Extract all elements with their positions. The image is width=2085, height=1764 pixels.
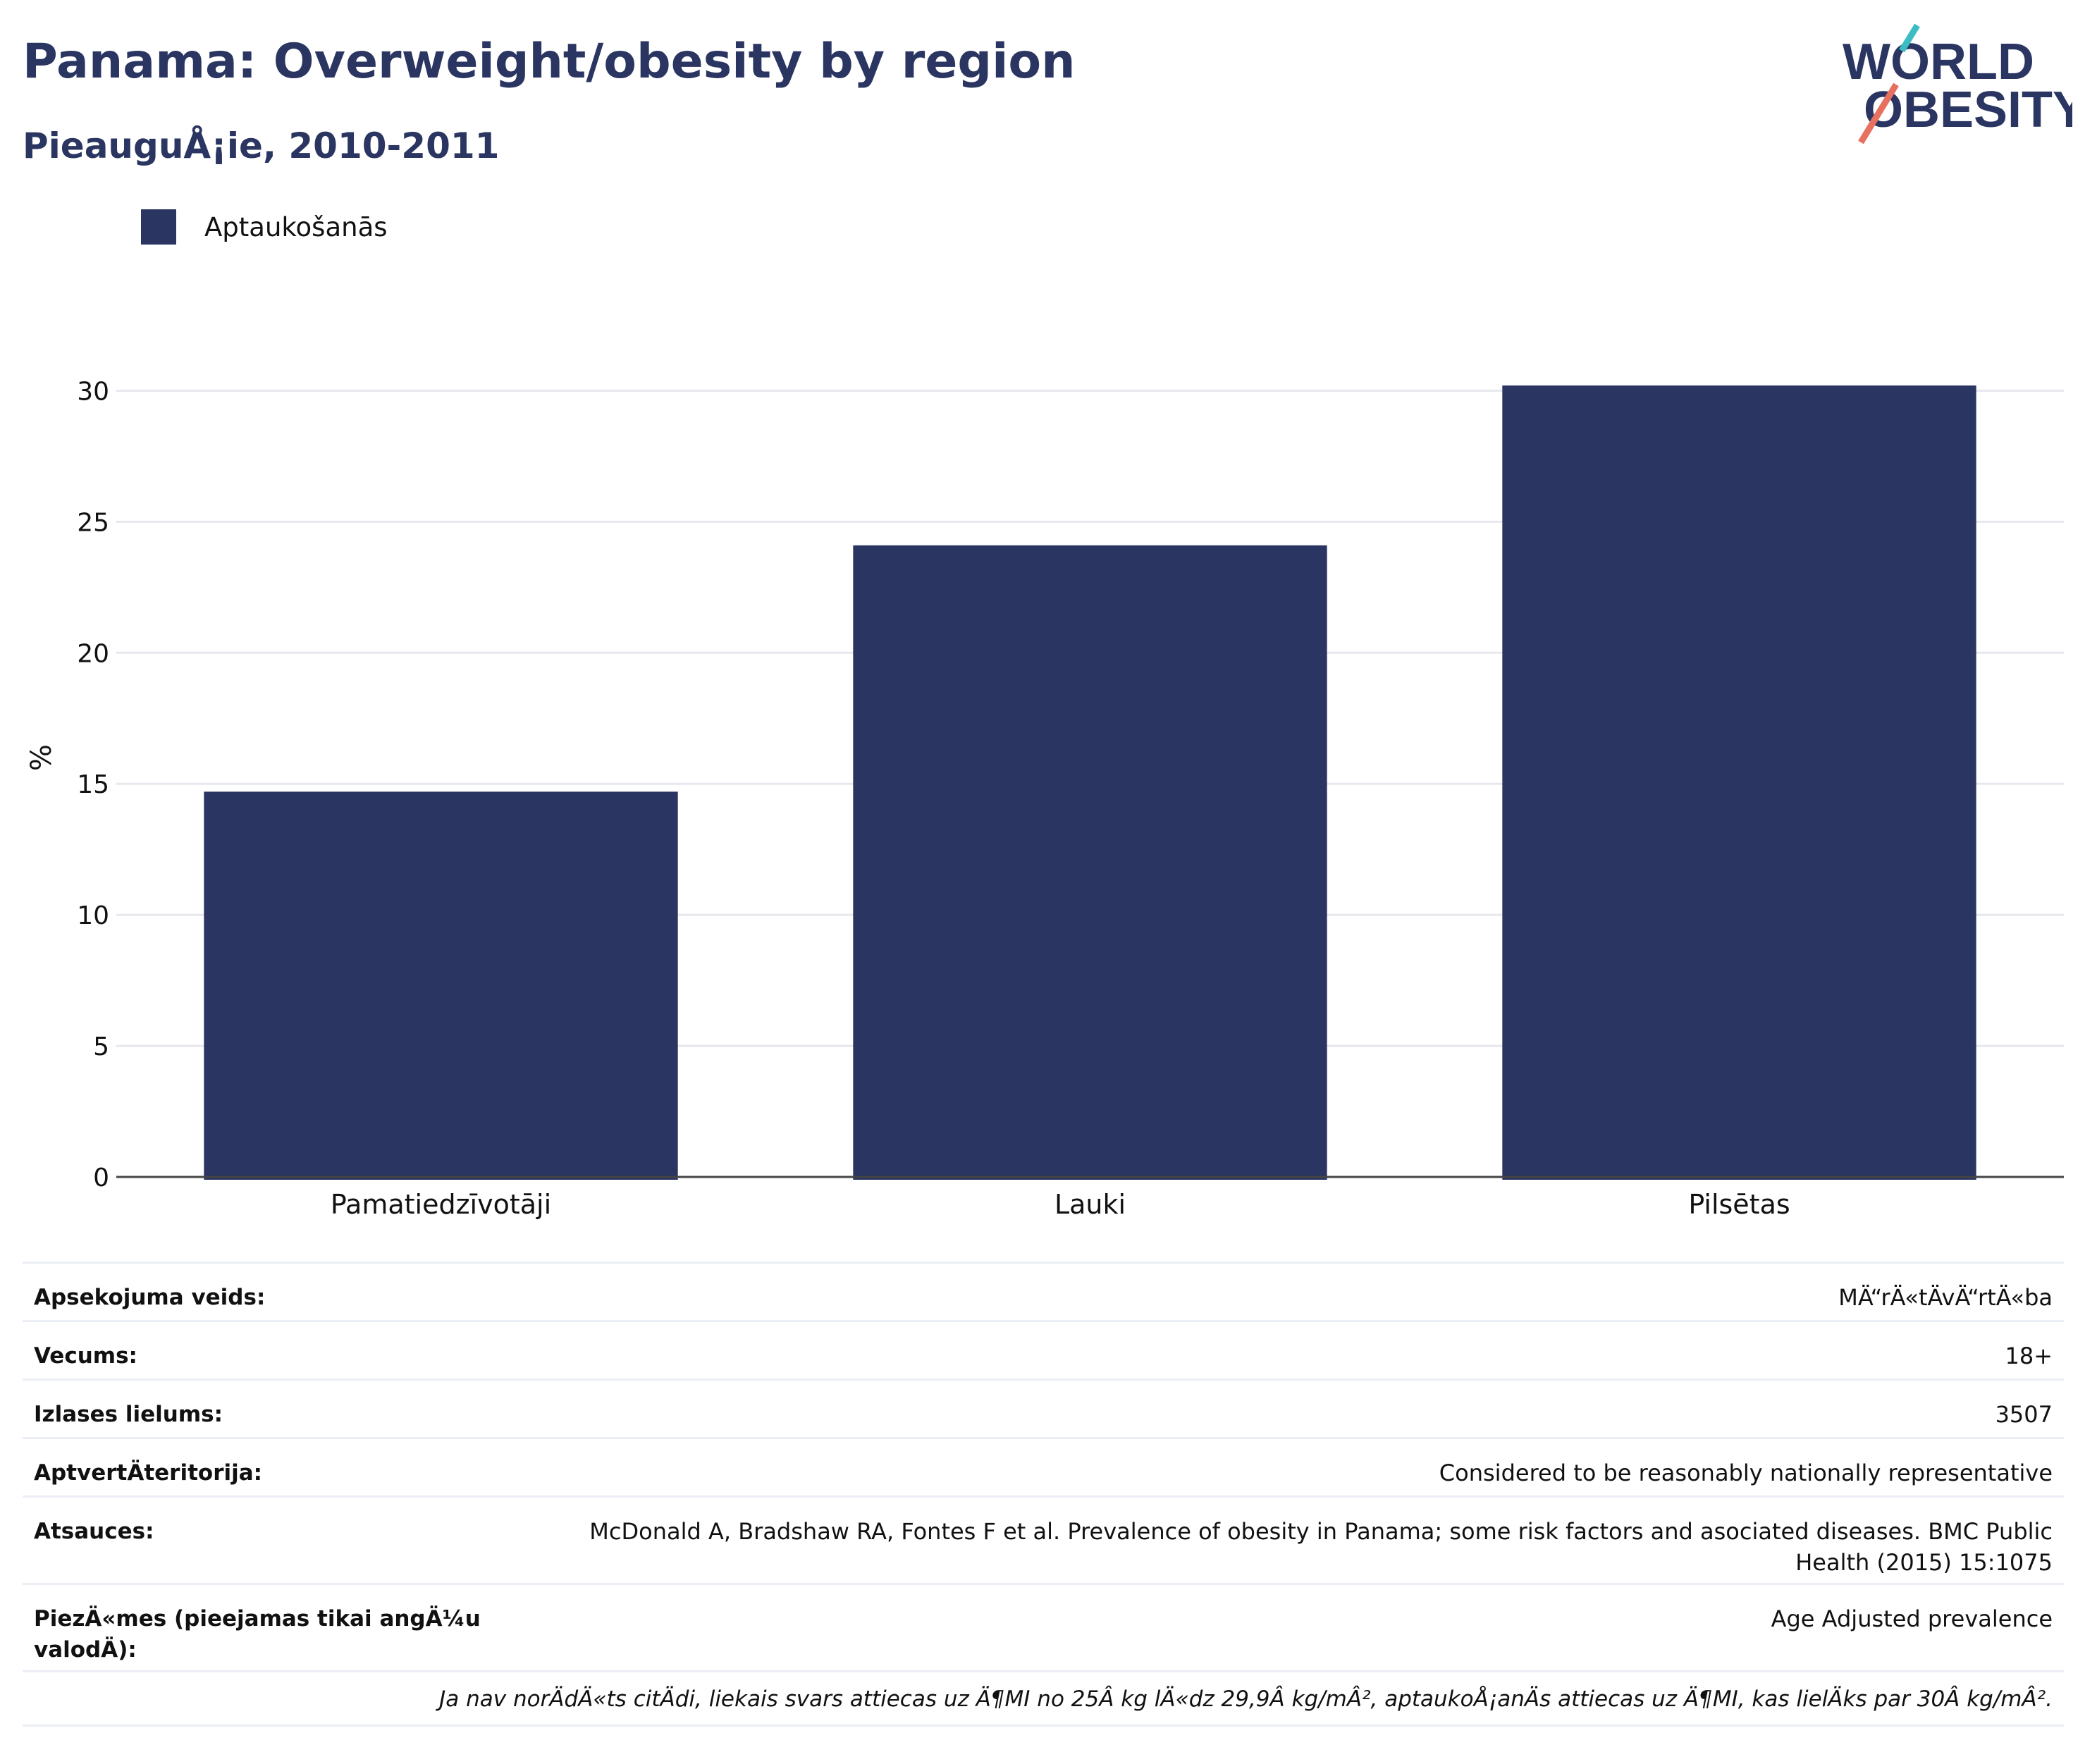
info-label: Vecums: [34, 1343, 137, 1369]
info-label: Atsauces: [34, 1519, 154, 1544]
info-row-notes: PiezÄ«mes (pieejamas tikai angÄ¼u valodÄ… [23, 1583, 2064, 1670]
logo-slash-bottom [1858, 82, 1899, 144]
info-row-coverage: AptvertÄteritorija: Considered to be rea… [23, 1437, 2064, 1495]
info-value: Considered to be reasonably nationally r… [1439, 1460, 2053, 1486]
x-tick-label: Lauki [1054, 1189, 1126, 1220]
y-tick-label: 30 [77, 377, 109, 406]
info-row-survey-type: Apsekojuma veids: MÄ“rÄ«tÄvÄ“rtÄ«ba [23, 1262, 2064, 1320]
y-tick-label: 5 [93, 1032, 109, 1061]
logo-line2: OBESITY [1864, 82, 2072, 138]
info-value: Age Adjusted prevalence [1771, 1605, 2053, 1632]
info-label: Apsekojuma veids: [34, 1285, 266, 1310]
y-tick-label: 15 [77, 770, 109, 799]
bar [204, 791, 678, 1180]
info-row-age: Vecums: 18+ [23, 1320, 2064, 1378]
x-tick-label: Pamatiedzīvotāji [331, 1189, 551, 1220]
world-obesity-logo: WORLD OBESITY [1843, 23, 2072, 144]
y-tick-label: 0 [93, 1164, 109, 1192]
info-label: PiezÄ«mes (pieejamas tikai angÄ¼u valodÄ… [34, 1606, 481, 1663]
definition-note: Ja nav norÄdÄ«ts citÄdi, liekais svars a… [23, 1670, 2064, 1727]
y-tick-label: 25 [77, 508, 109, 537]
legend-swatch [141, 209, 176, 245]
legend-label: Aptaukošanās [204, 211, 388, 242]
info-row-references: Atsauces: McDonald A, Bradshaw RA, Fonte… [23, 1495, 2064, 1583]
info-value: 3507 [1995, 1401, 2053, 1428]
info-value: 18+ [2005, 1343, 2053, 1369]
info-value: McDonald A, Bradshaw RA, Fontes F et al.… [589, 1518, 2053, 1576]
logo-line1: WORLD [1843, 34, 2034, 90]
x-tick-label: Pilsētas [1688, 1189, 1790, 1220]
logo-slash-top [1899, 23, 1920, 53]
info-label: Izlases lielums: [34, 1402, 223, 1427]
y-tick-label: 10 [77, 901, 109, 930]
bar-chart: 0 5 10 15 20 25 30 Pamatiedzīvotāji Lauki Pilsēta… [25, 377, 2064, 1220]
info-label: AptvertÄteritorija: [34, 1460, 263, 1486]
y-axis-label: % [25, 744, 58, 771]
chart-legend[interactable]: Aptaukošanās [141, 209, 388, 245]
survey-info-table: Apsekojuma veids: MÄ“rÄ«tÄvÄ“rtÄ«ba Vecu… [23, 1262, 2064, 1727]
y-tick-label: 20 [77, 639, 109, 668]
info-value: MÄ“rÄ«tÄvÄ“rtÄ«ba [1838, 1284, 2053, 1311]
bar [853, 545, 1327, 1180]
info-row-sample-size: Izlases lielums: 3507 [23, 1378, 2064, 1437]
page-subtitle: PieauguÅ¡ie, 2010-2011 [23, 125, 500, 166]
bar [1502, 385, 1976, 1180]
page-title: Panama: Overweight/obesity by region [23, 34, 1076, 90]
